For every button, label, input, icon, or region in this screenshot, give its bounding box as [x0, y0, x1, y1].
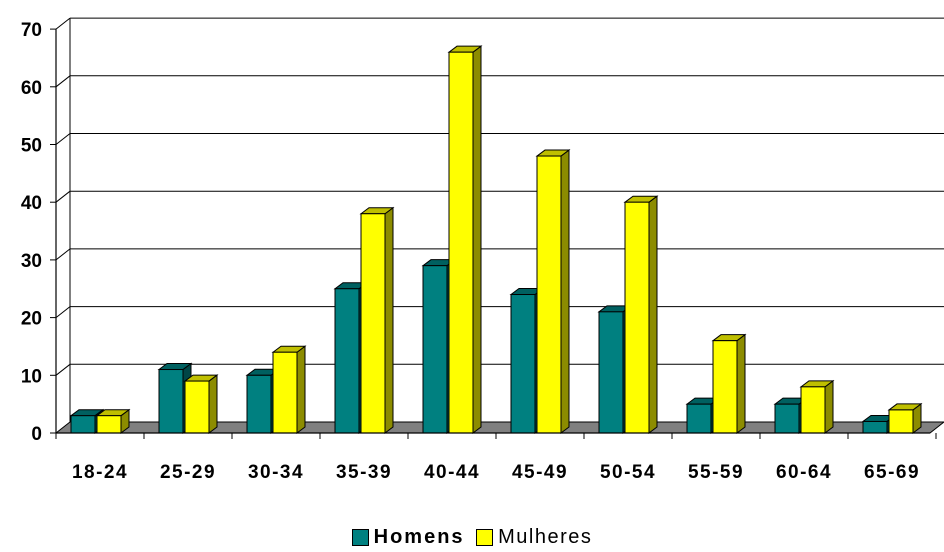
bar-mulheres-30-34	[271, 345, 307, 434]
legend: Homens Mulheres	[0, 526, 944, 551]
x-tick-label: 35-39	[336, 462, 392, 483]
x-tick-label: 40-44	[424, 462, 480, 483]
legend-item-mulheres: Mulheres	[476, 526, 592, 548]
bar-side	[824, 379, 834, 434]
bar-front	[448, 51, 474, 434]
bar-mulheres-25-29	[183, 374, 219, 434]
bar-front	[712, 340, 738, 434]
gridline-side	[55, 248, 71, 261]
x-tick-label: 60-64	[776, 462, 832, 483]
gridline-side	[55, 190, 71, 203]
legend-item-homens: Homens	[351, 526, 465, 548]
bar-mulheres-35-39	[359, 206, 395, 434]
gridline-side	[55, 17, 71, 30]
bar-front	[158, 369, 184, 434]
y-tick-label: 10	[21, 366, 42, 387]
bar-side	[648, 195, 658, 434]
y-tick-label: 40	[21, 193, 42, 214]
bar-mulheres-50-54	[623, 195, 659, 434]
y-tick-label: 60	[21, 78, 42, 99]
bar-front	[888, 409, 914, 434]
bars	[69, 45, 923, 434]
bar-front	[624, 201, 650, 434]
bar-front	[686, 403, 712, 434]
x-tick-label: 65-69	[864, 462, 920, 483]
x-tick-label: 50-54	[600, 462, 656, 483]
y-tick-label: 20	[21, 309, 42, 330]
bar-front	[774, 403, 800, 434]
bar-front	[334, 288, 360, 434]
bar-front	[800, 386, 826, 434]
bar-front	[598, 311, 624, 434]
legend-swatch-homens	[351, 528, 369, 546]
gridline-side	[55, 363, 71, 376]
y-axis: 0 10 20 30 40 50 60 70	[21, 20, 57, 445]
legend-swatch-mulheres	[476, 528, 494, 546]
legend-label-mulheres: Mulheres	[498, 526, 593, 548]
bar-side	[208, 374, 218, 434]
y-tick-label: 30	[21, 251, 42, 272]
bar-mulheres-60-64	[799, 379, 835, 434]
bar-front	[246, 374, 272, 434]
x-tick-label: 25-29	[160, 462, 216, 483]
bar-side	[384, 206, 394, 434]
x-axis: 18-24 25-29 30-34 35-39 40-44 45-49 50-54 55-59…	[55, 432, 937, 483]
bar-front	[536, 155, 562, 434]
bar-mulheres-45-49	[535, 149, 571, 434]
bar-front	[422, 265, 448, 434]
legend-label-homens: Homens	[373, 526, 465, 548]
gridline-side	[55, 133, 71, 145]
bar-front	[96, 415, 122, 434]
bar-front	[272, 351, 298, 434]
bar-mulheres-55-59	[711, 333, 747, 434]
bar-front	[510, 294, 536, 434]
y-tick-label: 70	[21, 20, 42, 41]
bar-mulheres-18-24	[95, 408, 131, 434]
y-tick-label: 50	[21, 136, 42, 157]
x-tick-label: 18-24	[72, 462, 128, 483]
x-tick-label: 30-34	[248, 462, 304, 483]
gridlines	[55, 17, 944, 422]
gridline-side	[55, 75, 71, 88]
bar-front	[360, 213, 386, 434]
bar-front	[70, 415, 96, 434]
x-tick-label: 55-59	[688, 462, 744, 483]
bar-mulheres-65-69	[887, 402, 923, 434]
bar-side	[560, 149, 570, 434]
bar-front	[184, 380, 210, 434]
bar-side	[296, 345, 306, 434]
y-tick-label: 0	[31, 424, 42, 445]
gridline-side	[55, 306, 71, 318]
x-tick-label: 45-49	[512, 462, 568, 483]
bar-mulheres-40-44	[447, 45, 483, 434]
bar-side	[736, 333, 746, 434]
bar-chart: 0 10 20 30 40 50 60 70 18-24 25-29 30-34 35-39 40-4…	[21, 17, 944, 483]
bar-side	[472, 45, 482, 434]
bar-front	[862, 420, 888, 434]
